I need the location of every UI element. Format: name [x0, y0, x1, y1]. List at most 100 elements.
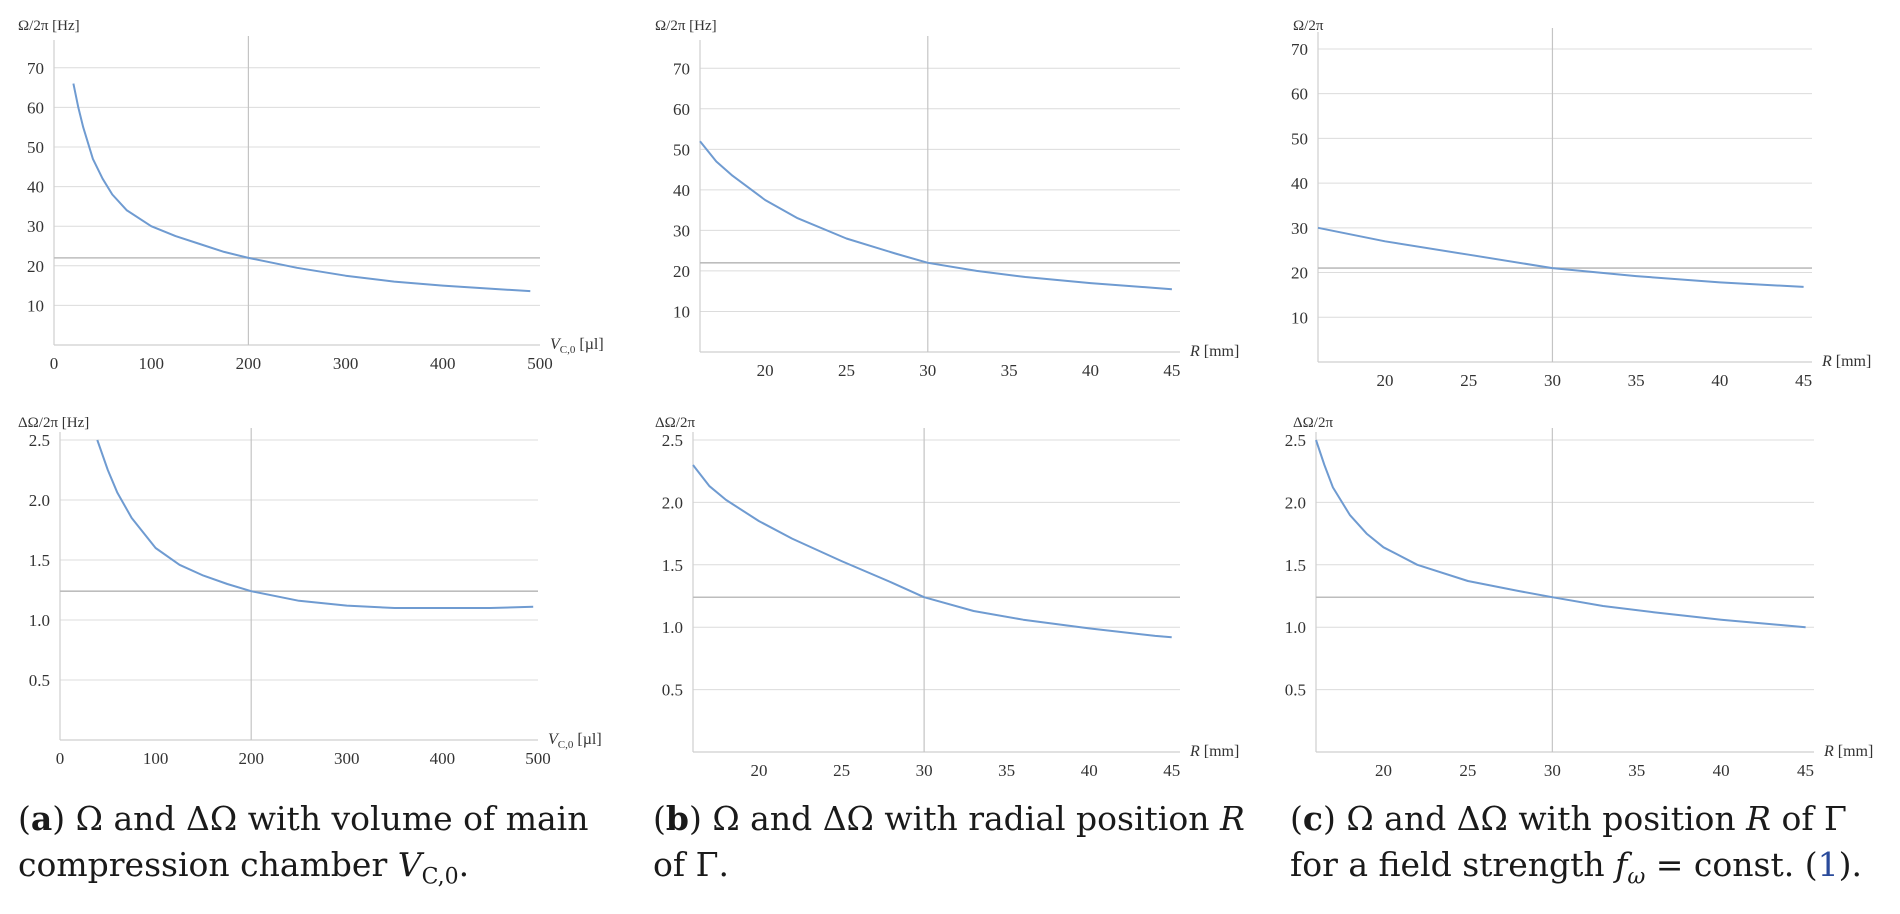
y-axis-label: ΔΩ/2π [Hz]: [18, 415, 89, 431]
y-tick-label: 2.5: [29, 431, 50, 450]
x-axis-label: R [mm]: [1823, 743, 1873, 760]
x-tick-label: 40: [1711, 371, 1728, 390]
series-line: [699, 140, 1172, 291]
x-tick-label: 35: [998, 761, 1015, 780]
y-tick-label: 20: [1291, 264, 1308, 283]
x-tick-label: 35: [1628, 371, 1645, 390]
y-tick-label: 1.0: [1285, 618, 1306, 637]
y-tick-label: 60: [673, 100, 690, 119]
x-tick-label: 200: [238, 749, 264, 768]
series-line: [96, 439, 534, 609]
y-tick-label: 40: [673, 181, 690, 200]
x-tick-label: 20: [751, 761, 768, 780]
x-tick-label: 20: [1376, 371, 1393, 390]
y-axis-label: Ω/2π [Hz]: [655, 18, 717, 34]
y-tick-label: 50: [27, 138, 44, 157]
y-tick-label: 1.5: [1285, 556, 1306, 575]
x-axis-label: R [mm]: [1821, 353, 1871, 370]
y-tick-label: 1.5: [29, 551, 50, 570]
x-tick-label: 200: [236, 354, 262, 373]
caption-c: (c) Ω and ΔΩ with position R of Γ for a …: [1290, 799, 1862, 890]
x-tick-label: 45: [1797, 761, 1814, 780]
x-tick-label: 30: [916, 761, 933, 780]
x-tick-label: 100: [138, 354, 164, 373]
x-axis-label: R [mm]: [1189, 743, 1239, 760]
x-tick-label: 100: [143, 749, 169, 768]
x-tick-label: 500: [527, 354, 553, 373]
x-tick-label: 40: [1081, 761, 1098, 780]
x-tick-label: 25: [838, 361, 855, 380]
y-tick-label: 50: [1291, 129, 1308, 148]
series-line: [1315, 439, 1806, 629]
y-tick-label: 0.5: [1285, 681, 1306, 700]
y-tick-label: 50: [673, 140, 690, 159]
y-axis-label: ΔΩ/2π: [1293, 415, 1333, 431]
y-tick-label: 1.0: [29, 611, 50, 630]
y-tick-label: 70: [1291, 40, 1308, 59]
x-tick-label: 0: [56, 749, 65, 768]
y-axis-label: ΔΩ/2π: [655, 415, 695, 431]
caption-b: (b) Ω and ΔΩ with radial position R of Γ…: [653, 799, 1245, 884]
x-axis-label: VC,0 [µl]: [548, 731, 602, 751]
x-tick-label: 35: [1001, 361, 1018, 380]
chart-a-top: 10 20 30 40 50 60 70 0 100 200 300 400 500 Ω/2π [Hz] V…: [18, 18, 604, 373]
y-tick-label: 2.5: [662, 431, 683, 450]
y-tick-label: 30: [27, 217, 44, 236]
series-line: [692, 464, 1172, 639]
x-tick-label: 0: [50, 354, 59, 373]
x-tick-label: 25: [1459, 761, 1476, 780]
y-tick-label: 2.5: [1285, 431, 1306, 450]
x-tick-label: 500: [525, 749, 551, 768]
y-tick-label: 60: [27, 98, 44, 117]
series-line: [72, 83, 531, 293]
x-tick-label: 30: [1544, 371, 1561, 390]
y-tick-label: 70: [673, 59, 690, 78]
y-axis-label: Ω/2π [Hz]: [18, 18, 80, 34]
y-tick-label: 2.0: [1285, 493, 1306, 512]
x-tick-label: 30: [919, 361, 936, 380]
y-tick-label: 0.5: [29, 671, 50, 690]
y-axis-label: Ω/2π: [1293, 18, 1324, 34]
y-tick-label: 40: [1291, 174, 1308, 193]
x-axis-label: VC,0 [µl]: [550, 336, 604, 356]
y-tick-label: 70: [27, 59, 44, 78]
x-tick-label: 45: [1163, 361, 1180, 380]
y-tick-label: 0.5: [662, 681, 683, 700]
chart-a-bottom: 0.5 1.0 1.5 2.0 2.5 0 100 200 300 400 500 ΔΩ/2π [Hz…: [18, 415, 602, 768]
y-tick-label: 1.5: [662, 556, 683, 575]
caption-a: (a) Ω and ΔΩ with volume of main compres…: [18, 799, 589, 890]
y-tick-label: 10: [27, 296, 44, 315]
chart-b-top: 10 20 30 40 50 60 70 20 25 30 35 40 45 Ω/2π [Hz] R [mm…: [655, 18, 1239, 380]
y-tick-label: 1.0: [662, 618, 683, 637]
series-line: [1317, 226, 1804, 288]
y-tick-label: 20: [673, 262, 690, 281]
y-tick-label: 2.0: [29, 491, 50, 510]
x-tick-label: 35: [1628, 761, 1645, 780]
y-tick-label: 60: [1291, 85, 1308, 104]
chart-c-bottom: 0.5 1.0 1.5 2.0 2.5 20 25 30 35 40 45 ΔΩ/2π R [mm]: [1285, 415, 1874, 780]
x-tick-label: 20: [757, 361, 774, 380]
y-tick-label: 30: [1291, 219, 1308, 238]
x-tick-label: 400: [430, 749, 456, 768]
y-tick-label: 10: [673, 302, 690, 321]
x-tick-label: 300: [334, 749, 360, 768]
x-tick-label: 45: [1795, 371, 1812, 390]
x-tick-label: 300: [333, 354, 359, 373]
x-tick-label: 30: [1544, 761, 1561, 780]
x-tick-label: 45: [1163, 761, 1180, 780]
y-tick-label: 10: [1291, 308, 1308, 327]
chart-b-bottom: 0.5 1.0 1.5 2.0 2.5 20 25 30 35 40 45 ΔΩ/2π R [mm]: [655, 415, 1239, 780]
x-tick-label: 20: [1375, 761, 1392, 780]
x-tick-label: 25: [1460, 371, 1477, 390]
chart-c-top: 10 20 30 40 50 60 70 20 25 30 35 40 45 Ω/2π R [mm]: [1291, 18, 1871, 390]
y-tick-label: 20: [27, 257, 44, 276]
y-tick-label: 30: [673, 221, 690, 240]
x-tick-label: 40: [1082, 361, 1099, 380]
x-tick-label: 40: [1713, 761, 1730, 780]
x-tick-label: 25: [833, 761, 850, 780]
x-tick-label: 400: [430, 354, 456, 373]
y-tick-label: 40: [27, 178, 44, 197]
y-tick-label: 2.0: [662, 493, 683, 512]
x-axis-label: R [mm]: [1189, 343, 1239, 360]
